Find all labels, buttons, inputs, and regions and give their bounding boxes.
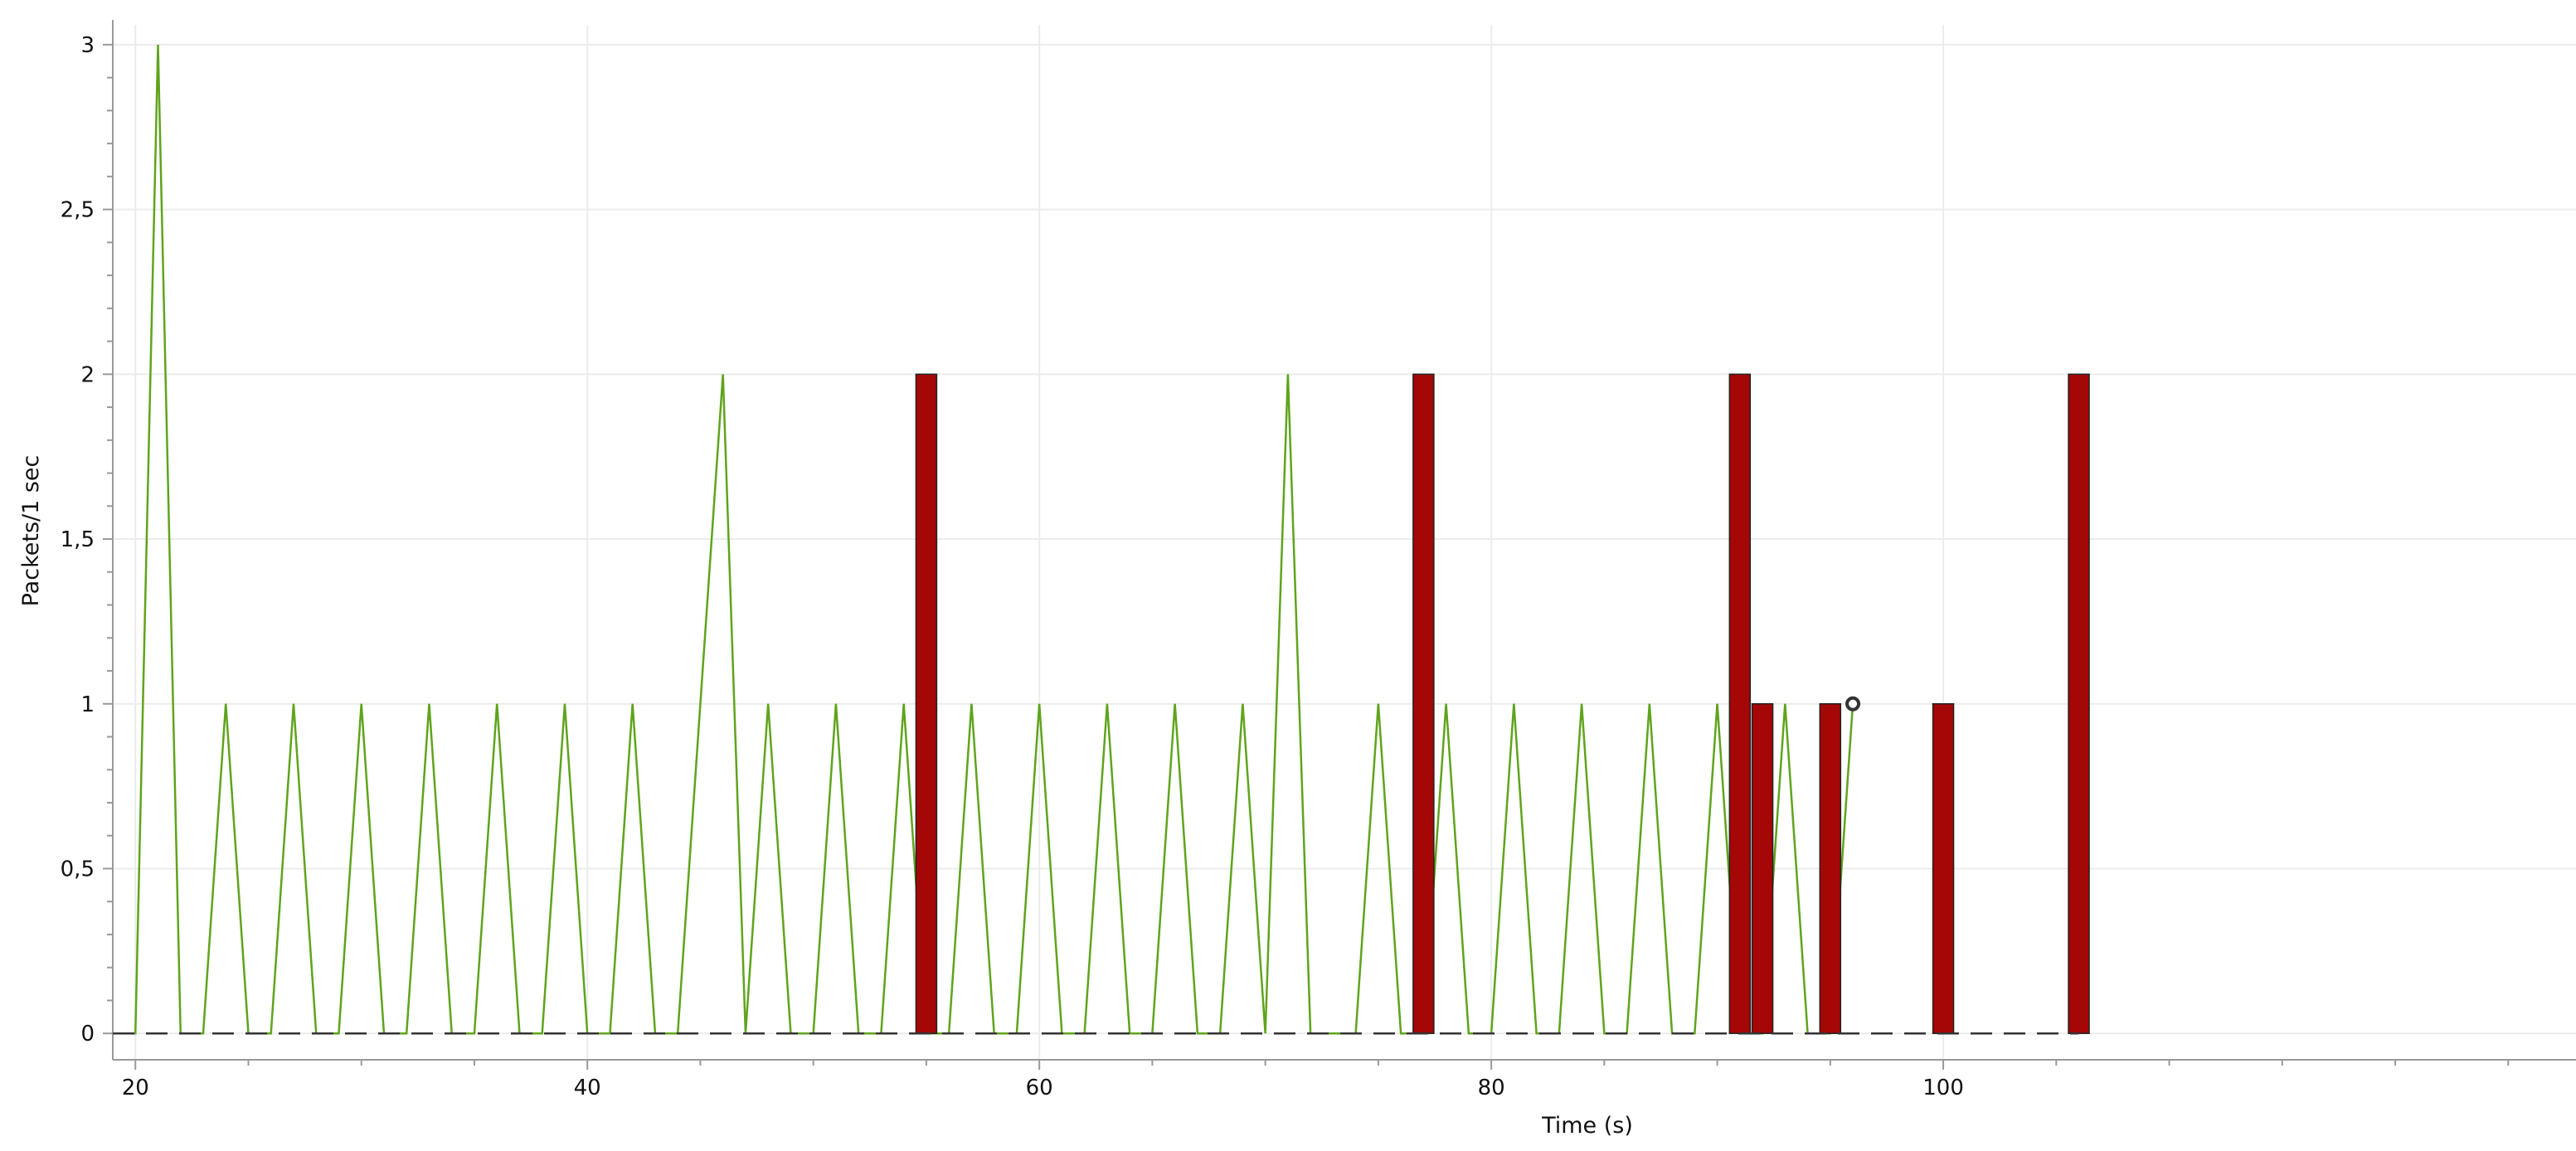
series-line	[113, 44, 1854, 1035]
x-tick-label: 100	[1922, 1076, 1964, 1100]
y-tick-label: 2,5	[61, 198, 95, 223]
x-axis-title: Time (s)	[1541, 1113, 1633, 1139]
y-tick-label: 3	[80, 33, 95, 58]
y-tick-label: 1	[80, 692, 95, 717]
x-tick-label: 20	[122, 1076, 149, 1100]
bar	[1932, 703, 1955, 1034]
x-tick-label: 60	[1026, 1076, 1053, 1100]
bar	[1728, 373, 1752, 1034]
tick-labels: 20 40 60 80 100 0 0,5 1 1,5 2 2,5 3	[61, 33, 1964, 1100]
data-point-marker	[1845, 696, 1861, 711]
series-layer	[113, 44, 2090, 1035]
y-tick-label: 2	[80, 362, 95, 387]
y-tick-label: 0,5	[61, 857, 95, 881]
bar	[915, 373, 938, 1034]
y-tick-label: 0	[80, 1022, 95, 1047]
axes	[103, 20, 2576, 1070]
bar	[1412, 373, 1435, 1034]
bar	[1751, 703, 1774, 1034]
x-tick-label: 40	[574, 1076, 601, 1100]
y-tick-label: 1,5	[61, 527, 95, 552]
bar	[1819, 703, 1842, 1034]
x-tick-label: 80	[1478, 1076, 1505, 1100]
y-axis-title: Packets/1 sec	[18, 455, 44, 607]
bar	[2068, 373, 2090, 1034]
